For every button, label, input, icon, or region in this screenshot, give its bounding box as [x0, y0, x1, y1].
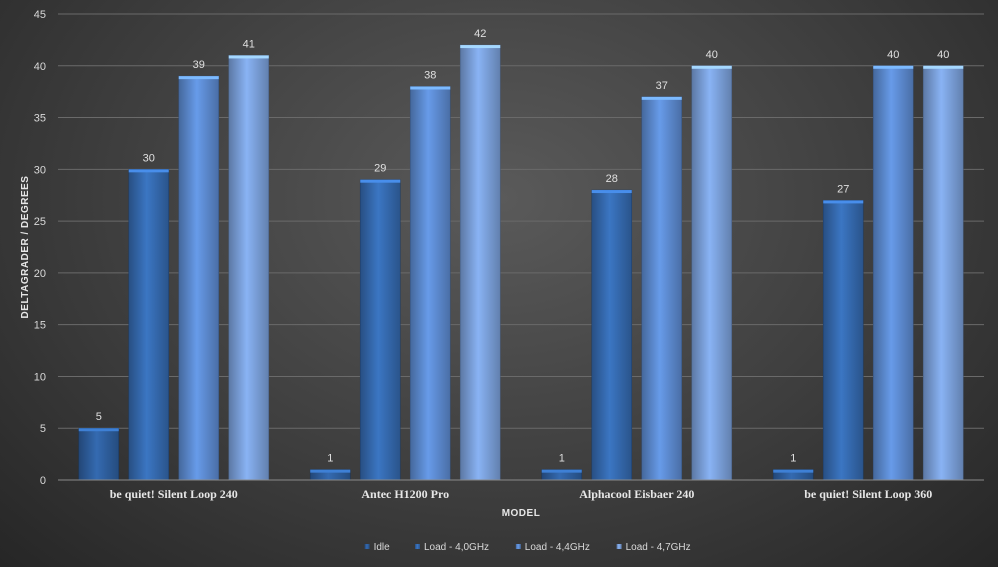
bar: [409, 86, 451, 481]
bar: [78, 427, 120, 481]
legend-swatch: [364, 544, 370, 549]
data-label: 42: [474, 28, 486, 40]
bar-top: [591, 190, 632, 194]
data-labels: 5 30 39 41 1 29 38 42 1 28 37 40 1 27 40 40: [96, 28, 950, 465]
y-tick-label: 45: [34, 9, 46, 21]
data-label: 40: [937, 49, 949, 61]
data-label: 39: [193, 59, 205, 71]
bar-top: [773, 469, 814, 473]
bar-top: [228, 55, 269, 59]
y-tick-label: 35: [34, 113, 46, 125]
data-label: 27: [837, 183, 849, 195]
y-tick-label: 0: [40, 475, 46, 487]
x-category-label: be quiet! Silent Loop 360: [804, 487, 932, 501]
data-label: 41: [243, 38, 255, 50]
data-label: 37: [656, 80, 668, 92]
bar: [872, 65, 914, 481]
bar-top: [923, 65, 964, 69]
x-axis-title: MODEL: [502, 508, 541, 519]
bar-top: [641, 96, 682, 100]
bar: [922, 65, 964, 481]
legend-label: Idle: [374, 542, 391, 553]
bar: [691, 65, 733, 481]
bar-top: [460, 45, 501, 49]
y-tick-label: 5: [40, 423, 46, 435]
bar-top: [178, 76, 219, 80]
data-label: 40: [706, 49, 718, 61]
legend: Idle Load - 4,0GHz Load - 4,4GHz Load - 4,7…: [364, 542, 691, 553]
y-tick-label: 40: [34, 61, 46, 73]
legend-swatch: [515, 544, 521, 549]
data-label: 30: [143, 152, 155, 164]
x-axis-categories: be quiet! Silent Loop 240 Antec H1200 Pro…: [110, 487, 933, 501]
bar-top: [360, 179, 401, 183]
legend-label: Load - 4,0GHz: [424, 542, 489, 553]
bar: [641, 96, 683, 481]
y-axis-ticks: 0 5 10 15 20 25 30 35 40 45: [34, 9, 46, 487]
legend-swatch: [616, 544, 622, 549]
x-category-label: be quiet! Silent Loop 240: [110, 487, 238, 501]
legend-label: Load - 4,4GHz: [525, 542, 590, 553]
data-label: 29: [374, 163, 386, 175]
bar: [359, 179, 401, 481]
data-label: 5: [96, 411, 102, 423]
data-label: 28: [606, 173, 618, 185]
y-tick-label: 25: [34, 216, 46, 228]
y-tick-label: 20: [34, 268, 46, 280]
bar-top: [541, 469, 582, 473]
bar-top: [691, 65, 732, 69]
bar-top: [310, 469, 351, 473]
bar-top: [823, 200, 864, 204]
legend-label: Load - 4,7GHz: [626, 542, 691, 553]
bar: [822, 200, 864, 481]
y-tick-label: 30: [34, 164, 46, 176]
bar: [591, 189, 633, 481]
bar-top: [78, 428, 119, 432]
bar-top: [128, 169, 169, 173]
x-category-label: Antec H1200 Pro: [361, 487, 449, 501]
bar-top: [873, 65, 914, 69]
data-label: 40: [887, 49, 899, 61]
x-category-label: Alphacool Eisbaer 240: [579, 487, 694, 501]
data-label: 1: [327, 453, 333, 465]
bar: [128, 169, 170, 481]
bar: [459, 44, 501, 481]
bar: [178, 75, 220, 481]
bar: [228, 55, 270, 481]
data-label: 1: [790, 453, 796, 465]
data-label: 38: [424, 69, 436, 81]
y-tick-label: 10: [34, 371, 46, 383]
data-label: 1: [559, 453, 565, 465]
legend-swatch: [415, 544, 420, 549]
bar-top: [410, 86, 451, 90]
y-axis-title: DELTAGRADER / DEGREES: [20, 176, 31, 319]
bars: [78, 44, 964, 481]
y-tick-label: 15: [34, 320, 46, 332]
